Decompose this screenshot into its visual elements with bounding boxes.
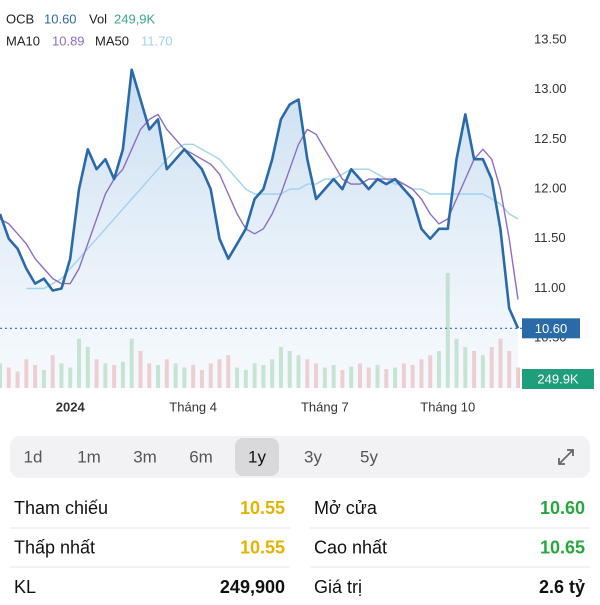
x-tick-label: Tháng 7 bbox=[301, 399, 349, 414]
y-tick-label: 12.50 bbox=[534, 131, 567, 146]
x-tick-label: Tháng 10 bbox=[420, 399, 475, 414]
stat-value: 249,900 bbox=[220, 577, 285, 597]
ma-line bbox=[0, 113, 519, 300]
period-button[interactable]: 3m bbox=[133, 447, 157, 466]
y-tick-label: 11.50 bbox=[534, 230, 566, 245]
period-button[interactable]: 1d bbox=[24, 447, 43, 466]
y-tick-label: 11.00 bbox=[534, 280, 566, 295]
header-ma10: 10.89 bbox=[52, 33, 85, 48]
price-badge-label: 10.60 bbox=[535, 321, 568, 336]
expand-icon[interactable] bbox=[558, 449, 574, 465]
stat-label: Tham chiếu bbox=[14, 498, 108, 518]
stat-value: 2.6 tỷ bbox=[539, 577, 585, 597]
header-price: 10.60 bbox=[44, 11, 77, 26]
header-ma50: 11.70 bbox=[141, 33, 173, 48]
period-button[interactable]: 5y bbox=[360, 447, 378, 466]
period-button[interactable]: 3y bbox=[304, 447, 322, 466]
price-badge bbox=[522, 318, 580, 339]
x-tick-label: 2024 bbox=[56, 399, 86, 414]
period-button[interactable]: 1y bbox=[248, 447, 266, 466]
header-vol: 249,9K bbox=[114, 11, 156, 26]
period-button[interactable]: 6m bbox=[189, 447, 213, 466]
volume-badge-label: 249.9K bbox=[537, 371, 579, 386]
stat-label: Cao nhất bbox=[314, 537, 387, 557]
x-tick-label: Tháng 4 bbox=[169, 399, 217, 414]
stat-value: 10.55 bbox=[240, 537, 285, 557]
volume-badge bbox=[522, 369, 594, 389]
y-tick-label: 13.00 bbox=[534, 81, 567, 96]
period-selected bbox=[235, 438, 279, 476]
price-line bbox=[0, 68, 520, 329]
stat-value: 10.65 bbox=[540, 537, 585, 557]
period-button[interactable]: 1m bbox=[77, 447, 101, 466]
symbol: OCB bbox=[6, 11, 34, 26]
stat-label: Giá trị bbox=[314, 577, 362, 597]
stat-value: 10.55 bbox=[240, 498, 285, 518]
stat-value: 10.60 bbox=[540, 498, 585, 518]
stat-label: Thấp nhất bbox=[14, 537, 95, 557]
y-tick-label: 13.50 bbox=[534, 31, 567, 46]
stat-label: Mở cửa bbox=[314, 498, 378, 518]
period-bar bbox=[10, 436, 590, 478]
ma50-label: MA50 bbox=[95, 33, 129, 48]
price-area bbox=[0, 69, 518, 388]
ma10-label: MA10 bbox=[6, 33, 40, 48]
ma-line bbox=[26, 143, 519, 290]
y-tick-label: 12.00 bbox=[534, 180, 567, 195]
stat-label: KL bbox=[14, 577, 36, 597]
vol-label: Vol bbox=[89, 11, 107, 26]
